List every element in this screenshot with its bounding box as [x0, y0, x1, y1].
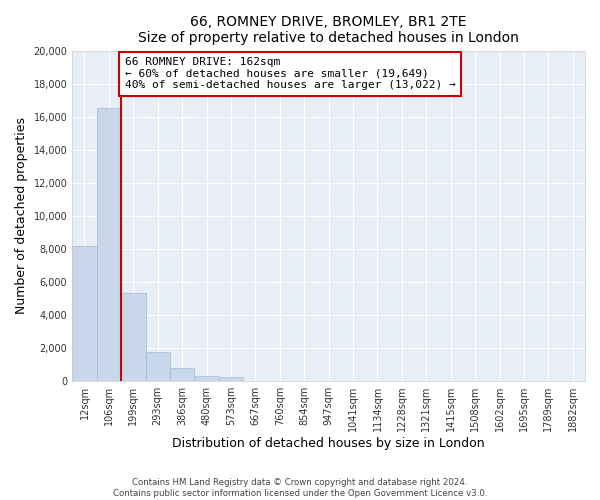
Bar: [121, 294, 146, 381]
Text: Contains HM Land Registry data © Crown copyright and database right 2024.
Contai: Contains HM Land Registry data © Crown c…: [113, 478, 487, 498]
Bar: [146, 352, 170, 381]
Bar: [72, 246, 97, 381]
Y-axis label: Number of detached properties: Number of detached properties: [15, 118, 28, 314]
Bar: [170, 368, 194, 381]
Text: 66 ROMNEY DRIVE: 162sqm
← 60% of detached houses are smaller (19,649)
40% of sem: 66 ROMNEY DRIVE: 162sqm ← 60% of detache…: [125, 57, 455, 90]
Bar: [194, 376, 219, 381]
X-axis label: Distribution of detached houses by size in London: Distribution of detached houses by size …: [172, 437, 485, 450]
Title: 66, ROMNEY DRIVE, BROMLEY, BR1 2TE
Size of property relative to detached houses : 66, ROMNEY DRIVE, BROMLEY, BR1 2TE Size …: [138, 15, 519, 45]
Bar: [219, 377, 243, 381]
Bar: [97, 108, 121, 381]
